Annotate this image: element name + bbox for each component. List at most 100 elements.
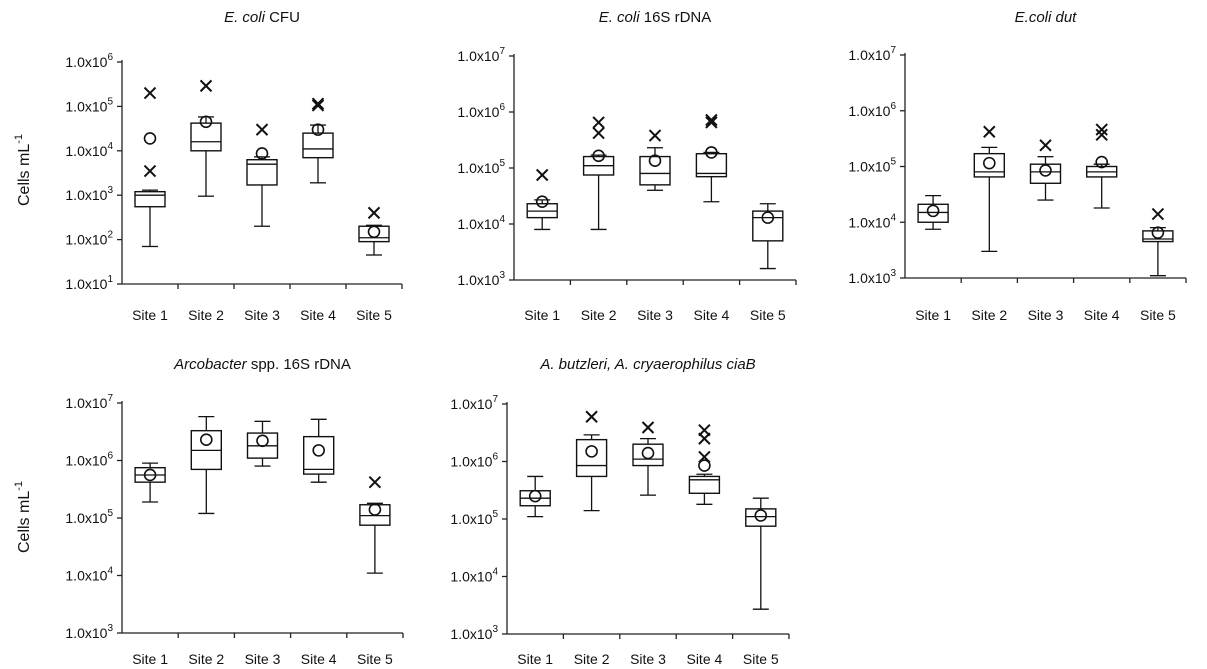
- mean-marker: [311, 123, 325, 136]
- box-site-2: [973, 125, 1005, 253]
- mean-marker: [698, 459, 711, 472]
- y-tick-label: 1.0x103: [848, 268, 896, 286]
- y-tick-label: 1.0x103: [450, 624, 498, 642]
- x-tick-label: Site 2: [188, 307, 224, 323]
- mean-marker: [1095, 155, 1108, 169]
- box-site-1: [526, 168, 558, 231]
- box-site-2: [190, 79, 222, 197]
- x-tick-label: Site 1: [132, 651, 168, 667]
- y-tick-label: 1.0x105: [450, 509, 498, 527]
- box-iqr: [917, 203, 949, 223]
- chart-panel-2: E. coli 16S rDNA 1.0x103 1.0x104 1.0x105 1.0…: [457, 9, 797, 323]
- x-tick-label: Site 1: [517, 651, 553, 667]
- x-tick-label: Site 4: [301, 651, 337, 667]
- box-site-4: [302, 97, 334, 184]
- outlier-marker: [641, 421, 655, 434]
- outlier-marker: [648, 129, 662, 142]
- chart-title: Arcobacter spp. 16S rDNA: [173, 356, 351, 373]
- box-site-4: [303, 418, 335, 483]
- x-tick-label: Site 5: [1140, 307, 1176, 323]
- y-tick-label: 1.0x104: [450, 567, 498, 585]
- mean-marker: [200, 433, 213, 447]
- box-iqr: [745, 508, 777, 527]
- y-axis-label-bottom: Cells mL-1: [13, 481, 33, 553]
- mean-marker: [312, 444, 326, 457]
- box-site-2: [582, 116, 615, 231]
- mean-marker: [1039, 164, 1052, 177]
- mean-marker: [926, 204, 940, 218]
- x-tick-label: Site 3: [1028, 307, 1064, 323]
- box-iqr: [752, 210, 784, 242]
- chart-panel-1: E. coli CFU 1.0x101 1.0x102 1.0x103 1.0x104 1…: [65, 9, 403, 323]
- box-iqr: [1029, 163, 1062, 184]
- x-tick-label: Site 4: [693, 307, 729, 323]
- y-tick-label: 1.0x105: [457, 158, 505, 176]
- chart-title: E. coli CFU: [224, 9, 300, 26]
- chart-title: E. coli 16S rDNA: [599, 9, 712, 26]
- outlier-marker: [143, 164, 157, 178]
- box-site-4: [1085, 123, 1118, 209]
- x-tick-label: Site 4: [686, 651, 722, 667]
- x-tick-label: Site 2: [971, 307, 1007, 323]
- box-iqr: [246, 159, 278, 186]
- mean-marker: [592, 149, 605, 163]
- box-site-5: [358, 206, 390, 256]
- y-tick-label: 1.0x106: [450, 452, 498, 470]
- box-iqr: [688, 475, 721, 494]
- y-tick-label: 1.0x105: [65, 96, 113, 114]
- box-site-5: [745, 497, 777, 610]
- x-tick-label: Site 3: [630, 651, 666, 667]
- y-tick-label: 1.0x104: [65, 566, 113, 584]
- y-tick-label: 1.0x107: [848, 45, 896, 63]
- chart-panels: E. coli CFU 1.0x101 1.0x102 1.0x103 1.0x104 1…: [65, 9, 1187, 667]
- outlier-marker: [705, 113, 718, 127]
- y-tick-label: 1.0x106: [848, 101, 896, 119]
- mean-marker: [535, 195, 549, 209]
- outlier-marker: [199, 79, 213, 93]
- chart-title: E.coli dut: [1015, 9, 1078, 26]
- box-site-2: [575, 410, 608, 512]
- y-tick-label: 1.0x104: [65, 141, 113, 159]
- y-tick-label: 1.0x102: [65, 230, 113, 248]
- x-tick-label: Site 5: [750, 307, 786, 323]
- box-iqr: [632, 443, 664, 467]
- outlier-marker: [143, 86, 157, 100]
- x-tick-label: Site 2: [188, 651, 224, 667]
- y-tick-label: 1.0x106: [65, 52, 113, 70]
- mean-marker: [143, 468, 157, 482]
- mean-marker: [528, 489, 542, 503]
- y-tick-label: 1.0x103: [65, 185, 113, 203]
- mean-marker: [761, 211, 775, 224]
- y-tick-label: 1.0x104: [848, 212, 896, 230]
- box-site-3: [246, 123, 278, 227]
- box-site-3: [639, 129, 671, 191]
- box-site-1: [134, 462, 166, 503]
- mean-marker: [367, 225, 381, 239]
- x-tick-label: Site 1: [915, 307, 951, 323]
- box-iqr: [639, 155, 671, 186]
- outlier-marker: [698, 424, 711, 437]
- chart-panel-4: Arcobacter spp. 16S rDNA 1.0x103 1.0x104 1.…: [65, 356, 404, 667]
- mean-marker: [199, 115, 213, 129]
- x-tick-label: Site 3: [637, 307, 673, 323]
- mean-marker: [982, 156, 996, 170]
- box-iqr: [302, 132, 334, 159]
- x-tick-label: Site 5: [743, 651, 779, 667]
- outlier-marker: [1039, 139, 1052, 152]
- box-iqr: [695, 153, 728, 178]
- box-site-1: [134, 86, 166, 248]
- box-site-1: [519, 475, 551, 518]
- box-iqr: [134, 190, 166, 208]
- outlier-marker: [368, 475, 382, 489]
- mean-marker: [585, 445, 598, 458]
- box-site-3: [632, 421, 664, 496]
- box-iqr: [1142, 230, 1174, 243]
- box-site-1: [917, 195, 949, 230]
- box-site-4: [695, 113, 728, 203]
- y-tick-label: 1.0x106: [65, 451, 113, 469]
- box-site-4: [688, 424, 721, 505]
- x-tick-label: Site 4: [1084, 307, 1120, 323]
- outlier-marker: [705, 116, 718, 129]
- mean-marker: [754, 509, 768, 522]
